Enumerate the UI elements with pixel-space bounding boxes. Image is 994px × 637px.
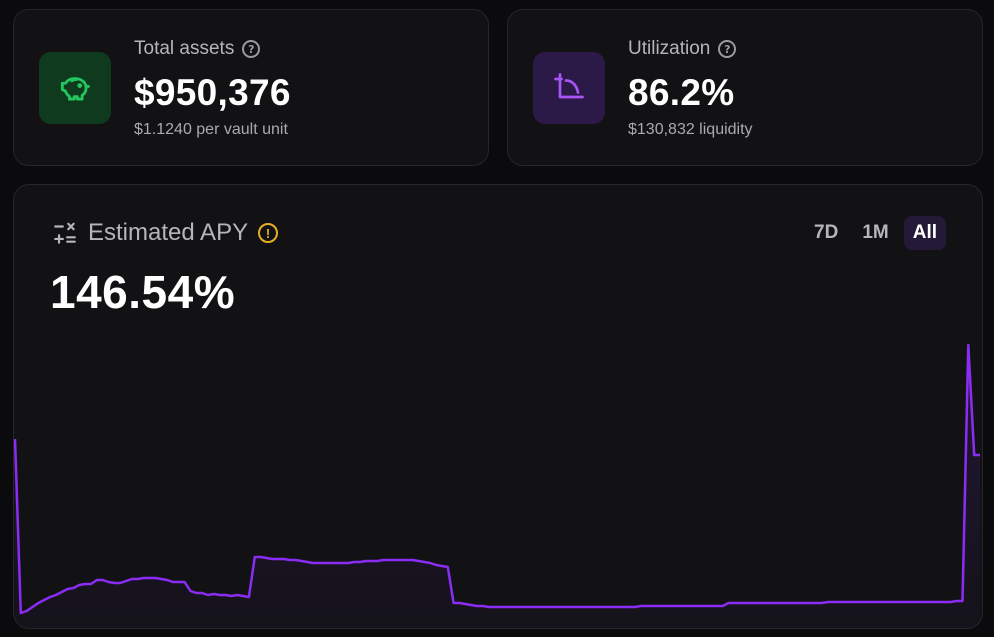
warning-icon[interactable]: !: [258, 223, 279, 243]
apy-card: Estimated APY ! 146.54% 7D 1M All: [13, 184, 983, 629]
utilization-icon-box: [533, 52, 605, 124]
total-assets-card: Total assets ? $950,376 $1.1240 per vaul…: [13, 9, 489, 166]
range-tabs: 7D 1M All: [805, 216, 946, 250]
apy-chart: [14, 343, 980, 628]
total-assets-value: $950,376: [134, 72, 291, 113]
range-tab-1m[interactable]: 1M: [862, 222, 889, 243]
apy-label: Estimated APY: [88, 219, 249, 246]
total-assets-label: Total assets ?: [134, 38, 261, 60]
crop-icon: [554, 73, 584, 99]
apy-value: 146.54%: [50, 266, 236, 318]
help-icon[interactable]: ?: [242, 40, 261, 58]
liquidity-value: $130,832 liquidity: [628, 121, 753, 138]
utilization-card: Utilization ? 86.2% $130,832 liquidity: [507, 9, 983, 166]
range-tab-all[interactable]: All: [903, 216, 946, 250]
utilization-label-text: Utilization: [628, 38, 711, 59]
apy-header: Estimated APY !: [52, 219, 279, 247]
total-assets-icon-box: [39, 52, 111, 124]
apy-line: [14, 343, 980, 615]
utilization-value: 86.2%: [628, 72, 735, 113]
vault-unit-price: $1.1240 per vault unit: [134, 121, 288, 138]
calculator-icon: [54, 222, 76, 244]
utilization-label: Utilization ?: [628, 38, 737, 60]
apy-area: [15, 345, 980, 628]
piggy-bank-icon: [60, 77, 90, 101]
help-icon[interactable]: ?: [718, 40, 737, 58]
range-tab-7d[interactable]: 7D: [814, 222, 839, 243]
total-assets-label-text: Total assets: [134, 38, 235, 59]
